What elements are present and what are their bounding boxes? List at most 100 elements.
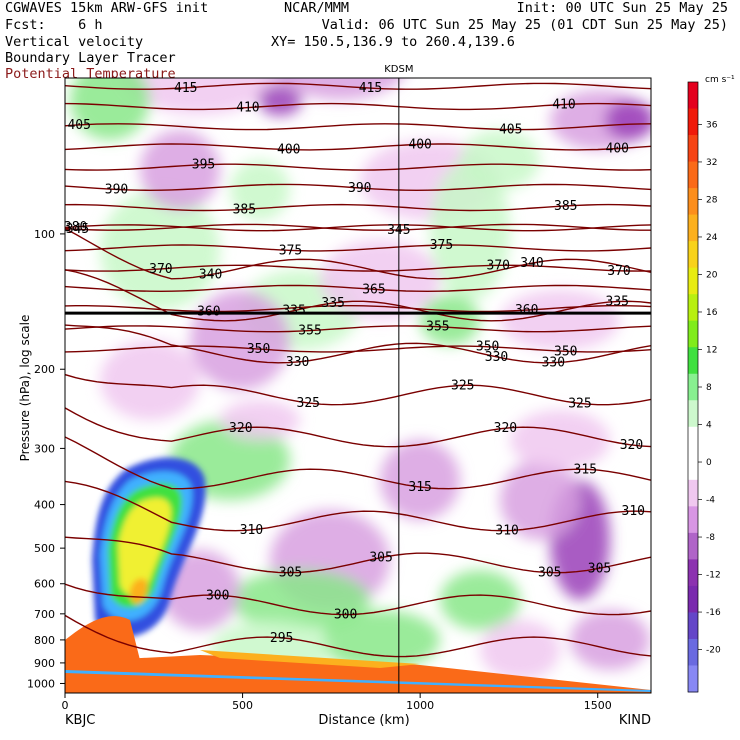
- isentrope-355: [65, 325, 651, 333]
- colorbar-label: -12: [706, 571, 721, 581]
- isentrope-345: [65, 223, 651, 231]
- isentrope-label: 310: [495, 524, 518, 539]
- isentrope-380: [65, 224, 651, 232]
- y-tick-label: 100: [34, 228, 55, 241]
- x-tick-label: 0: [62, 699, 69, 712]
- colorbar-swatch: [688, 400, 698, 428]
- colorbar-swatch: [688, 506, 698, 534]
- model-title: CGWAVES 15km ARW-GFS init: [5, 0, 209, 16]
- forecast-hour: Fcst: 6 h: [5, 17, 103, 33]
- y-tick-label: 500: [34, 542, 55, 555]
- colorbar-swatch: [688, 585, 698, 613]
- isentrope-320: [65, 407, 651, 448]
- colorbar-swatch: [688, 347, 698, 375]
- isentrope-label: 315: [408, 480, 431, 495]
- isentrope-label: 320: [494, 421, 517, 436]
- colorbar-swatch: [688, 267, 698, 295]
- x-tick-label: 1000: [406, 699, 434, 712]
- colorbar-label: 16: [706, 308, 718, 318]
- isentrope-label: 350: [247, 342, 270, 357]
- isentrope-label: 305: [538, 566, 561, 581]
- colorbar-swatch: [688, 373, 698, 401]
- y-tick-label: 300: [34, 442, 55, 455]
- isentrope-label: 385: [233, 202, 256, 217]
- isentrope-label: 295: [270, 631, 293, 646]
- isentrope-label: 310: [622, 504, 645, 519]
- cross-section-endpoints: XY= 150.5,136.9 to 260.4,139.6: [271, 34, 515, 50]
- isentrope-label: 420: [133, 60, 156, 75]
- isentrope-360: [65, 305, 651, 313]
- colorbar-swatch: [688, 638, 698, 666]
- isentrope-390: [65, 183, 651, 192]
- isentrope-label: 415: [359, 81, 382, 96]
- isentrope-label: 320: [229, 421, 252, 436]
- isentrope-label: 375: [430, 238, 453, 253]
- isentrope-label: 325: [297, 396, 320, 411]
- x-tick-label: 500: [232, 699, 253, 712]
- colorbar-label: -8: [706, 533, 715, 543]
- isentrope-label: 330: [542, 356, 565, 371]
- isentrope-365: [65, 284, 651, 293]
- isentrope-395: [65, 163, 651, 171]
- colorbar-swatch: [688, 426, 698, 454]
- isentrope-label: 310: [240, 523, 263, 538]
- isentrope-label: 330: [485, 350, 508, 365]
- isentrope-label: 405: [499, 123, 522, 138]
- isentrope-label: 365: [362, 282, 385, 297]
- isentrope-label: 355: [298, 324, 321, 339]
- isentrope-label: 405: [67, 118, 90, 133]
- isentrope-label: 320: [620, 438, 643, 453]
- isentrope-label: 400: [606, 142, 629, 157]
- isentrope-label: 340: [520, 256, 543, 271]
- colorbar-swatch: [688, 479, 698, 507]
- colorbar-label: 24: [706, 233, 718, 243]
- isentrope-label: 370: [149, 262, 172, 277]
- isentrope-375: [65, 244, 651, 252]
- plot-frame: [64, 77, 652, 694]
- isentrope-label: 325: [451, 378, 474, 393]
- isentrope-label: 340: [199, 268, 222, 283]
- isentrope-label: 400: [408, 137, 431, 152]
- isentrope-label: 400: [277, 143, 300, 158]
- isentrope-label: 315: [574, 462, 597, 477]
- isentrope-label: 300: [206, 588, 229, 603]
- isentrope-310: [65, 480, 651, 532]
- isentrope-label: 305: [588, 561, 611, 576]
- isentrope-420: [65, 63, 651, 69]
- colorbar: 36 32 28 24 20 16 12 8 4 0 -4 -8 -12 -16 -20: [687, 81, 721, 693]
- isentrope-label: 335: [606, 294, 629, 309]
- isentrope-325: [65, 373, 651, 406]
- isentrope-410: [65, 102, 651, 111]
- field-boundary-layer-tracer: Boundary Layer Tracer: [5, 50, 176, 66]
- colorbar-swatch: [688, 188, 698, 216]
- colorbar-label: 4: [706, 421, 712, 431]
- colorbar-swatch: [688, 294, 698, 322]
- isentrope-400: [65, 143, 651, 151]
- isentrope-label: 420: [472, 56, 495, 71]
- colorbar-swatch: [688, 214, 698, 242]
- isentrope-label: 410: [236, 101, 259, 116]
- y-tick-label: 700: [34, 608, 55, 621]
- isentrope-label: 370: [607, 264, 630, 279]
- isentrope-label: 385: [554, 199, 577, 214]
- y-tick-label: 800: [34, 634, 55, 647]
- isentrope-340: [65, 227, 651, 280]
- organization-label: NCAR/MMM: [284, 0, 350, 16]
- colorbar-swatch: [688, 559, 698, 587]
- colorbar-swatch: [688, 532, 698, 560]
- isentrope-415: [65, 82, 651, 90]
- end-station-label: KIND: [619, 713, 651, 728]
- isentrope-label: 370: [487, 258, 510, 273]
- colorbar-label: -20: [706, 646, 721, 656]
- isentrope-label: 380: [64, 220, 87, 235]
- y-tick-label: 1000: [27, 677, 55, 690]
- isentrope-label: 330: [286, 355, 309, 370]
- y-axis-title: Pressure (hPa), log scale: [18, 315, 32, 462]
- y-axis: 100 200 300 400 500 600 700 800 900 1000: [27, 228, 65, 690]
- marker-station-label: KDSM: [384, 64, 413, 75]
- x-tick-label: 1500: [584, 699, 612, 712]
- isentrope-label: 335: [321, 296, 344, 311]
- colorbar-swatch: [688, 161, 698, 189]
- y-tick-label: 600: [34, 578, 55, 591]
